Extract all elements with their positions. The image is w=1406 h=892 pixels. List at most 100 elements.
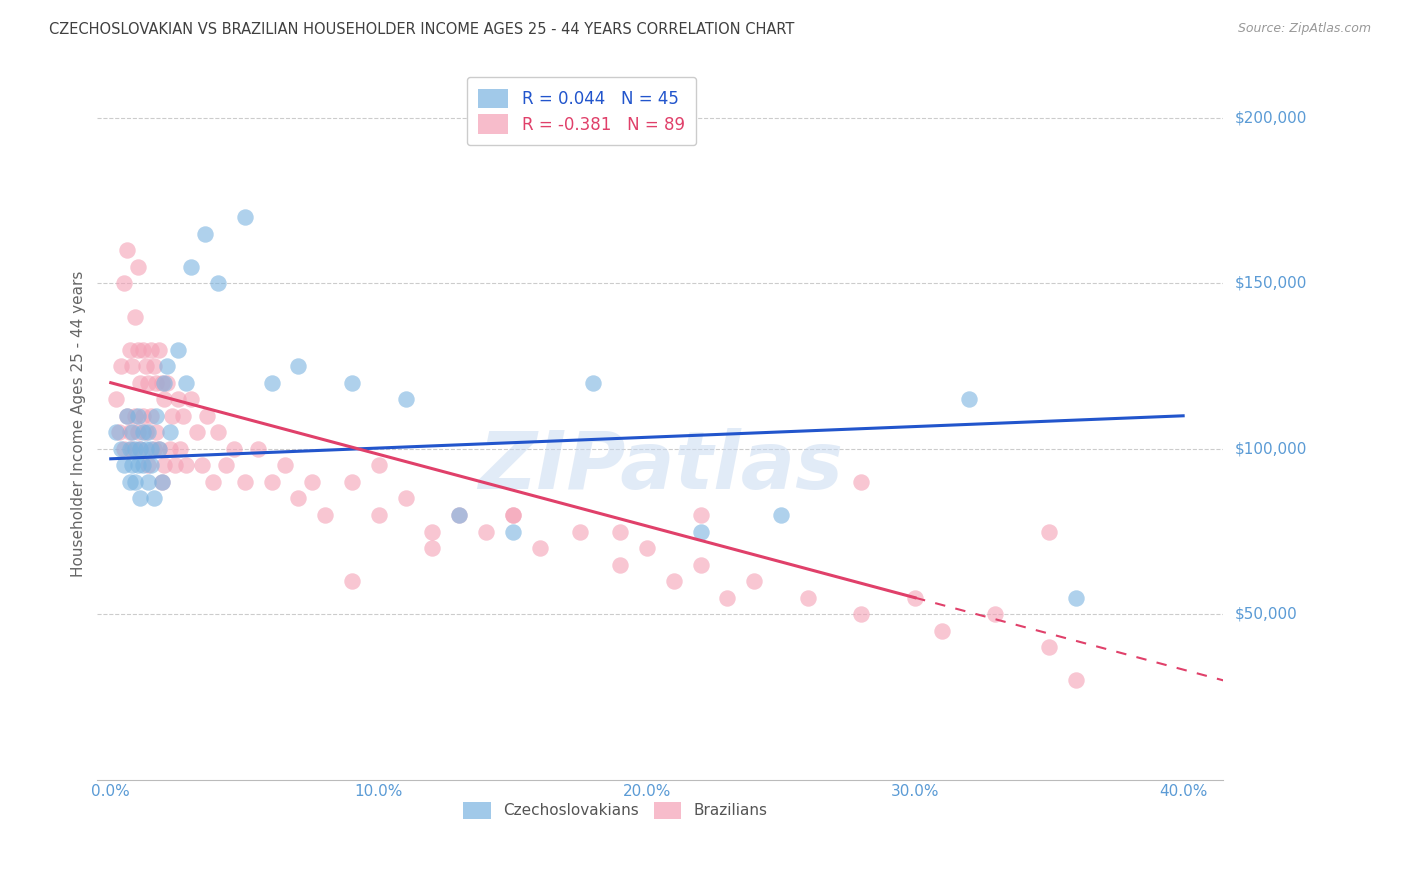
Point [136,376,159,390]
Point [769,508,792,522]
Point [191,458,214,473]
Point [904,591,927,605]
Point [150,376,173,390]
Point [194,227,217,241]
Point [195,409,218,423]
Point [166,392,188,407]
Point [609,524,631,539]
Point [422,541,444,555]
Point [132,425,155,440]
Point [340,376,363,390]
Point [186,425,208,440]
Point [957,392,980,407]
Point [851,475,873,489]
Point [166,343,188,357]
Point [395,392,418,407]
Point [132,458,155,473]
Point [142,359,165,374]
Point [689,524,711,539]
Point [112,458,135,473]
Point [129,442,152,456]
Point [742,574,765,589]
Point [121,442,143,456]
Point [145,376,167,390]
Point [502,508,524,522]
Point [118,343,141,357]
Point [222,442,245,456]
Point [215,458,238,473]
Text: CZECHOSLOVAKIAN VS BRAZILIAN HOUSEHOLDER INCOME AGES 25 - 44 YEARS CORRELATION C: CZECHOSLOVAKIAN VS BRAZILIAN HOUSEHOLDER… [49,22,794,37]
Point [260,475,283,489]
Point [609,558,631,572]
Point [107,425,129,440]
Point [121,425,143,440]
Point [287,359,309,374]
Point [568,524,591,539]
Point [142,442,165,456]
Point [124,310,146,324]
Point [529,541,551,555]
Text: $150,000: $150,000 [1234,276,1308,291]
Point [124,475,146,489]
Point [367,508,389,522]
Point [449,508,471,522]
Point [174,376,197,390]
Point [1038,640,1060,655]
Point [1064,591,1087,605]
Point [150,475,173,489]
Point [851,607,873,622]
Point [662,574,685,589]
Point [139,409,162,423]
Point [139,442,162,456]
Text: $50,000: $50,000 [1234,607,1298,622]
Point [145,425,167,440]
Point [118,475,141,489]
Point [115,409,138,423]
Point [984,607,1007,622]
Point [367,458,389,473]
Point [582,376,605,390]
Point [1038,524,1060,539]
Point [118,442,141,456]
Point [142,491,165,506]
Point [247,442,270,456]
Point [162,409,184,423]
Text: $100,000: $100,000 [1234,442,1308,457]
Point [132,343,155,357]
Point [124,442,146,456]
Point [153,376,176,390]
Point [136,475,159,489]
Text: ZIPatlas: ZIPatlas [478,428,842,506]
Point [127,343,149,357]
Point [201,475,224,489]
Point [127,425,149,440]
Point [340,475,363,489]
Point [180,392,202,407]
Point [112,277,135,291]
Point [502,508,524,522]
Point [112,442,135,456]
Point [207,277,229,291]
Point [135,425,157,440]
Point [449,508,471,522]
Point [156,359,179,374]
Point [689,558,711,572]
Point [121,359,143,374]
Point [129,376,152,390]
Point [129,442,152,456]
Point [115,244,138,258]
Point [139,458,162,473]
Point [135,442,157,456]
Point [159,442,181,456]
Point [169,442,191,456]
Point [124,409,146,423]
Point [148,442,170,456]
Point [931,624,953,638]
Point [105,425,128,440]
Point [174,458,197,473]
Point [287,491,309,506]
Point [148,343,170,357]
Point [153,392,176,407]
Point [110,359,132,374]
Point [260,376,283,390]
